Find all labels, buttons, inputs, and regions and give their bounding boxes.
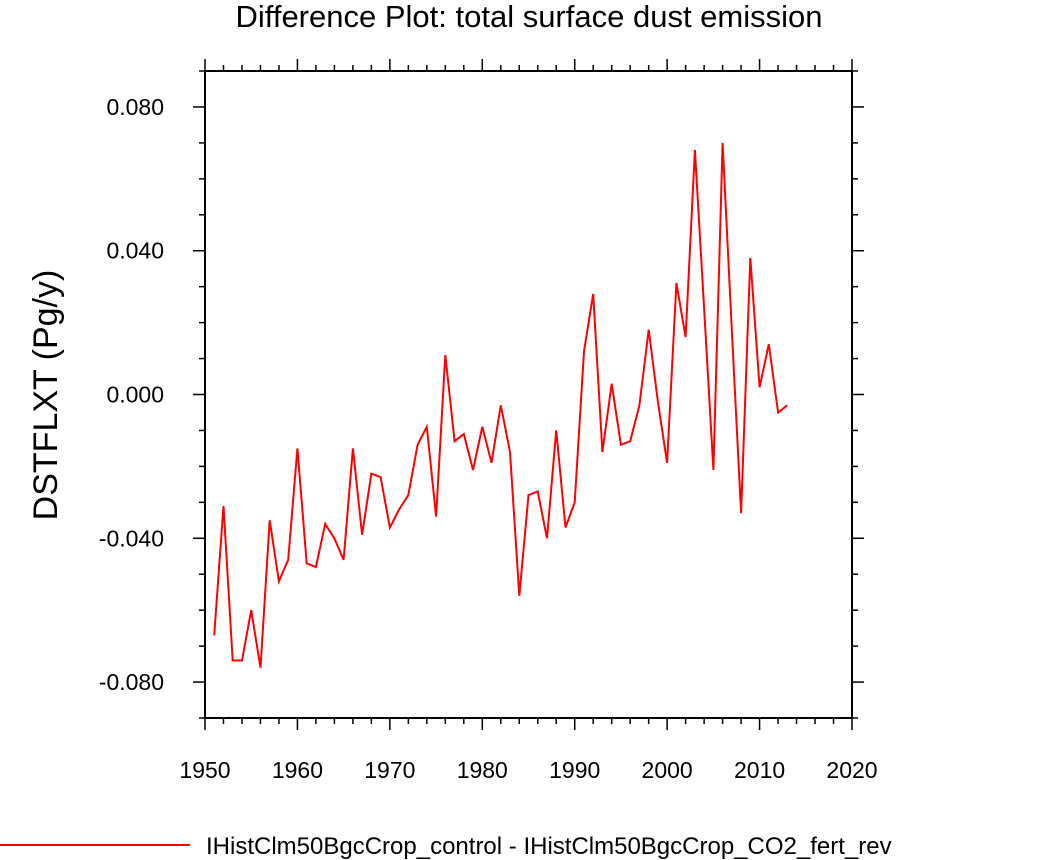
x-tick-label: 1960 (272, 757, 323, 783)
x-tick-label: 1970 (364, 757, 415, 783)
x-tick-label: 1980 (457, 757, 508, 783)
legend-label: IHistClm50BgcCrop_control - IHistClm50Bg… (206, 833, 892, 860)
x-tick-label: 1990 (549, 757, 600, 783)
y-tick-label: -0.040 (99, 525, 164, 551)
axes-layer: 1950 1960 1970 1980 1990 2000 2010 2020 0.080 0.0… (99, 59, 878, 783)
y-tick-label: 0.040 (106, 238, 164, 264)
x-tick-label: 1950 (179, 757, 230, 783)
y-tick-label: 0.000 (106, 382, 164, 408)
plot-frame (204, 70, 853, 719)
x-tick-label: 2000 (642, 757, 693, 783)
x-tick-label: 2020 (826, 757, 877, 783)
x-tick-label: 2010 (734, 757, 785, 783)
y-tick-label: -0.080 (99, 669, 164, 695)
chart-title: Difference Plot: total surface dust emis… (236, 0, 823, 34)
y-axis-label: DSTFLXT (Pg/y) (27, 270, 65, 521)
series-line (213, 142, 788, 668)
series-layer (213, 142, 788, 668)
y-tick-label: 0.080 (106, 94, 164, 120)
legend: IHistClm50BgcCrop_control - IHistClm50Bg… (0, 833, 892, 860)
